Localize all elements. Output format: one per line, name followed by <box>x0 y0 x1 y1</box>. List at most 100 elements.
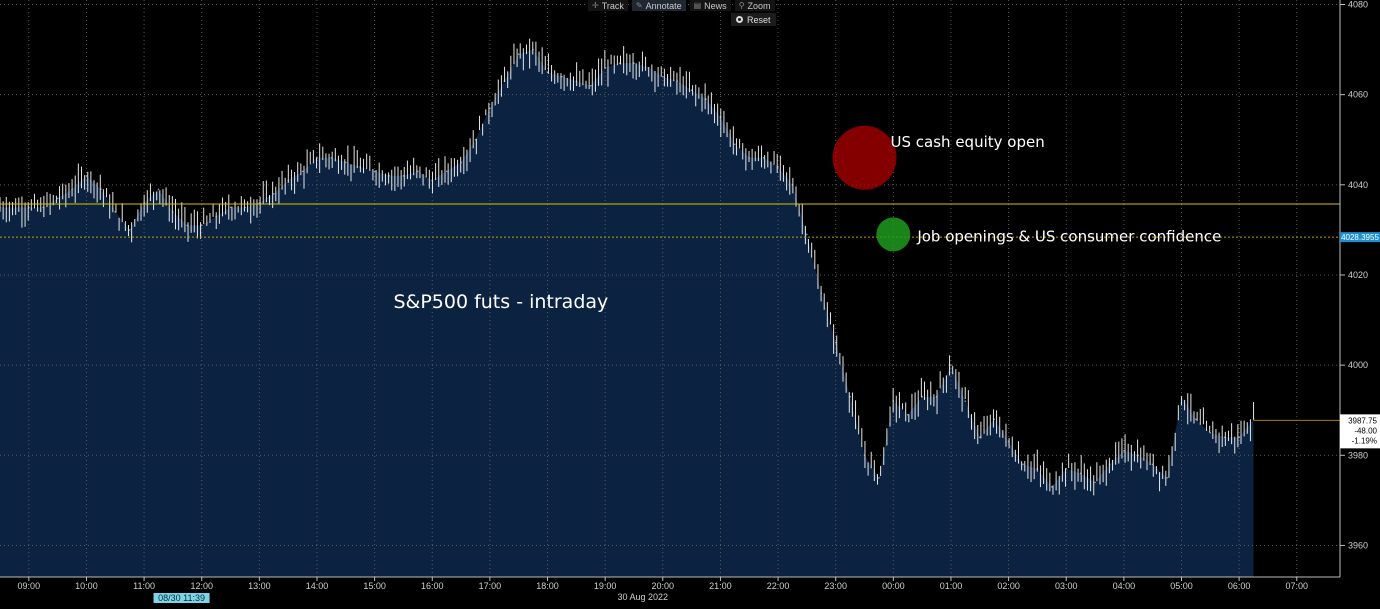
x-tick-label: 17:00 <box>479 581 502 591</box>
series-point <box>359 165 362 168</box>
reset-icon <box>736 16 743 23</box>
reset-button[interactable]: Reset <box>731 13 776 26</box>
x-tick-label: 01:00 <box>940 581 963 591</box>
series-point <box>56 197 59 200</box>
series-point <box>1252 418 1255 421</box>
x-tick-label: 06:00 <box>1228 581 1251 591</box>
x-date-label: 30 Aug 2022 <box>618 592 669 602</box>
series-point <box>172 211 174 213</box>
price-tag-label: 4028.3955 <box>1341 233 1379 242</box>
series-point <box>647 66 650 69</box>
chart-toolbar: ✛ Track ✎ Annotate ▤ News ⚲ Zoom <box>588 0 775 11</box>
y-tick-label: 3980 <box>1348 450 1368 460</box>
x-tick-label: 23:00 <box>824 581 847 591</box>
x-tick-label: 18:00 <box>536 581 559 591</box>
x-tick-label: 05:00 <box>1170 581 1193 591</box>
track-button[interactable]: ✛ Track <box>588 0 628 11</box>
series-point <box>734 143 736 146</box>
y-tick-label: 3960 <box>1348 540 1368 550</box>
job-openings-annotation: Job openings & US consumer confidence <box>916 227 1221 245</box>
series-point <box>1238 436 1240 439</box>
series-point <box>244 206 246 209</box>
y-tick-label: 4080 <box>1348 0 1368 10</box>
series-point <box>1195 418 1197 421</box>
series-point <box>561 75 563 78</box>
series-point <box>1094 481 1096 484</box>
reset-label: Reset <box>747 14 771 25</box>
x-tick-label: 04:00 <box>1113 581 1136 591</box>
series-point <box>906 413 909 416</box>
series-point <box>1151 463 1154 466</box>
news-label: News <box>704 0 727 11</box>
series-point <box>489 107 491 109</box>
series-point <box>878 477 880 479</box>
series-point <box>849 395 851 398</box>
us-open-annotation: US cash equity open <box>891 133 1045 151</box>
series-point <box>1108 463 1111 466</box>
x-tick-label: 03:00 <box>1055 581 1078 591</box>
news-button[interactable]: ▤ News <box>689 0 731 11</box>
series-point <box>1051 486 1053 488</box>
series-point <box>71 188 73 191</box>
series-point <box>935 395 938 398</box>
us-open-marker[interactable] <box>832 125 897 190</box>
series-point <box>950 364 952 366</box>
series-point <box>546 71 549 73</box>
series-point <box>806 233 808 236</box>
series-point <box>1180 395 1183 398</box>
series-point <box>661 75 664 78</box>
series-point <box>316 156 318 159</box>
series-point <box>863 454 866 457</box>
series-point <box>777 165 779 168</box>
zoom-label: Zoom <box>747 0 771 11</box>
zoom-button[interactable]: ⚲ Zoom <box>734 0 775 11</box>
last-price-box <box>1340 414 1380 449</box>
series-point <box>200 224 203 227</box>
series-point <box>1022 463 1024 466</box>
series-point <box>388 175 390 177</box>
series-point <box>258 202 261 204</box>
last-pct: -1.19% <box>1352 436 1377 445</box>
x-tick-label: 02:00 <box>997 581 1020 591</box>
series-point <box>474 138 477 141</box>
cursor-label: 08/30 11:39 <box>158 593 205 603</box>
series-point <box>85 175 88 177</box>
series-point <box>445 170 448 173</box>
last-price: 3987.75 <box>1348 416 1377 425</box>
series-point <box>287 179 289 182</box>
series-point <box>229 206 232 209</box>
series-point <box>460 161 462 164</box>
series-point <box>719 116 722 119</box>
cursor-label-box <box>153 593 210 603</box>
chart-annotation-title: S&P500 futs - intraday <box>393 291 608 313</box>
series-point <box>633 62 635 64</box>
series-point <box>964 400 967 402</box>
price-area <box>0 49 1254 577</box>
series-point <box>301 170 304 173</box>
series-point <box>28 206 30 209</box>
series-point <box>834 341 837 344</box>
series-point <box>157 188 160 191</box>
series-point <box>42 206 45 209</box>
series-point <box>1123 449 1125 452</box>
annotate-button[interactable]: ✎ Annotate <box>631 0 686 11</box>
series-point <box>402 175 405 177</box>
series-point <box>791 184 794 186</box>
x-tick-label: 16:00 <box>421 581 444 591</box>
series-point <box>532 48 534 51</box>
crosshair-icon: ✛ <box>592 1 599 10</box>
magnifier-icon: ⚲ <box>738 1 745 10</box>
series-point <box>978 436 981 439</box>
job-openings-marker[interactable] <box>876 217 911 252</box>
y-tick-label: 4060 <box>1348 90 1368 100</box>
series-point <box>690 89 693 91</box>
series-point <box>604 66 606 69</box>
series-point <box>272 193 275 195</box>
x-tick-label: 09:00 <box>18 581 41 591</box>
series-point <box>820 292 823 294</box>
series-point <box>100 188 102 191</box>
x-tick-label: 14:00 <box>306 581 329 591</box>
y-tick-label: 4000 <box>1348 360 1368 370</box>
